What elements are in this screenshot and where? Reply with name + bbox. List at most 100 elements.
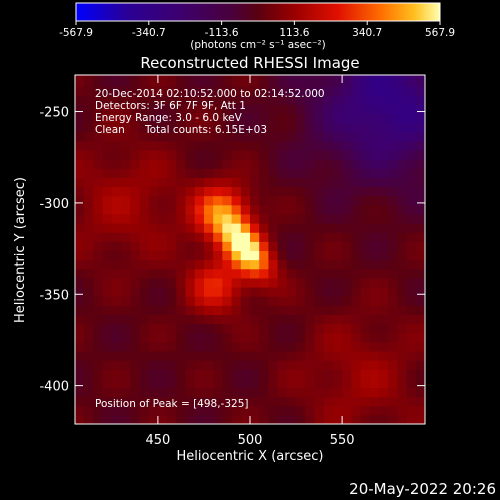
- heatmap-cell: [222, 177, 233, 188]
- heatmap-cell: [250, 259, 260, 270]
- heatmap-cell: [231, 159, 242, 169]
- heatmap-cell: [250, 177, 260, 188]
- heatmap-cell: [250, 213, 260, 224]
- heatmap-cell: [314, 204, 325, 215]
- heatmap-cell: [277, 360, 288, 370]
- heatmap-cell: [231, 195, 242, 206]
- heatmap-cell: [388, 405, 398, 416]
- heatmap-cell: [332, 213, 343, 224]
- heatmap-cell: [406, 250, 417, 261]
- heatmap-cell: [75, 241, 85, 252]
- heatmap-cell: [415, 159, 425, 169]
- heatmap-cell: [268, 405, 279, 416]
- heatmap-cell: [296, 168, 306, 178]
- heatmap-cell: [342, 186, 352, 197]
- heatmap-cell: [240, 168, 251, 178]
- heatmap-cell: [250, 250, 260, 261]
- heatmap-cell: [194, 95, 205, 105]
- heatmap-cell: [378, 104, 389, 114]
- heatmap-cell: [415, 296, 425, 306]
- heatmap-cell: [314, 286, 325, 297]
- heatmap-cell: [323, 259, 334, 270]
- heatmap-cell: [148, 414, 159, 424]
- heatmap-cell: [314, 241, 325, 252]
- heatmap-cell: [130, 186, 141, 197]
- heatmap-cell: [415, 131, 425, 142]
- heatmap-cell: [111, 314, 122, 325]
- heatmap-cell: [305, 149, 316, 160]
- heatmap-cell: [305, 341, 316, 352]
- heatmap-cell: [194, 396, 205, 407]
- heatmap-cell: [369, 323, 380, 334]
- heatmap-cell: [222, 213, 233, 224]
- heatmap-cell: [305, 259, 316, 270]
- heatmap-cell: [406, 232, 417, 242]
- heatmap-cell: [397, 250, 408, 261]
- heatmap-cell: [415, 414, 425, 424]
- heatmap-cell: [397, 314, 408, 325]
- heatmap-cell: [102, 396, 113, 407]
- heatmap-cell: [203, 76, 214, 87]
- heatmap-cell: [388, 177, 398, 188]
- heatmap-cell: [102, 277, 113, 288]
- heatmap-cell: [148, 259, 159, 270]
- y-tick-label: -400: [39, 380, 69, 395]
- heatmap-cell: [213, 76, 223, 87]
- heatmap-cell: [157, 277, 168, 288]
- heatmap-cell: [268, 241, 279, 252]
- heatmap-cell: [397, 131, 408, 142]
- heatmap-cell: [378, 268, 389, 279]
- heatmap-cell: [250, 360, 260, 370]
- heatmap-cell: [397, 277, 408, 288]
- heatmap-cell: [286, 360, 297, 370]
- y-axis: -250-300-350-400: [39, 106, 425, 395]
- heatmap-cell: [148, 223, 159, 233]
- heatmap-cell: [369, 296, 380, 306]
- heatmap-cell: [194, 305, 205, 315]
- heatmap-cell: [378, 75, 389, 78]
- heatmap-cell: [185, 168, 196, 178]
- heatmap-cell: [268, 213, 279, 224]
- heatmap-cell: [176, 286, 187, 297]
- heatmap-cell: [397, 140, 408, 151]
- heatmap-cell: [194, 369, 205, 379]
- heatmap-cell: [102, 159, 113, 169]
- heatmap-cell: [139, 168, 150, 178]
- heatmap-cell: [213, 140, 223, 151]
- heatmap-cell: [250, 369, 260, 379]
- heatmap-cell: [139, 332, 150, 343]
- heatmap-cell: [130, 286, 141, 297]
- heatmap-cell: [277, 305, 288, 315]
- heatmap-cell: [259, 76, 270, 87]
- heatmap-cell: [185, 259, 196, 270]
- heatmap-cell: [415, 332, 425, 343]
- heatmap-cell: [240, 113, 251, 124]
- heatmap-cell: [139, 250, 150, 261]
- heatmap-cell: [277, 323, 288, 334]
- heatmap-cell: [75, 296, 85, 306]
- heatmap-cell: [102, 241, 113, 252]
- heatmap-cell: [397, 177, 408, 188]
- heatmap-cell: [93, 76, 104, 87]
- heatmap-cell: [268, 369, 279, 379]
- heatmap-cell: [314, 104, 325, 114]
- heatmap-cell: [139, 76, 150, 87]
- heatmap-cell: [259, 405, 270, 416]
- heatmap-cell: [176, 387, 187, 398]
- heatmap-cell: [397, 213, 408, 224]
- heatmap-cell: [176, 204, 187, 215]
- heatmap-cell: [314, 95, 325, 105]
- heatmap-cell: [369, 314, 380, 325]
- heatmap-cell: [259, 296, 270, 306]
- heatmap-cell: [93, 223, 104, 233]
- heatmap-cell: [406, 75, 417, 78]
- heatmap-cell: [360, 250, 371, 261]
- heatmap-cell: [286, 369, 297, 379]
- heatmap-cell: [167, 223, 177, 233]
- heatmap-cell: [102, 378, 113, 389]
- annotation-clean: Clean: [95, 124, 125, 136]
- heatmap-cell: [157, 232, 168, 242]
- heatmap-cell: [231, 113, 242, 124]
- heatmap-cell: [286, 95, 297, 105]
- heatmap-cell: [84, 241, 95, 252]
